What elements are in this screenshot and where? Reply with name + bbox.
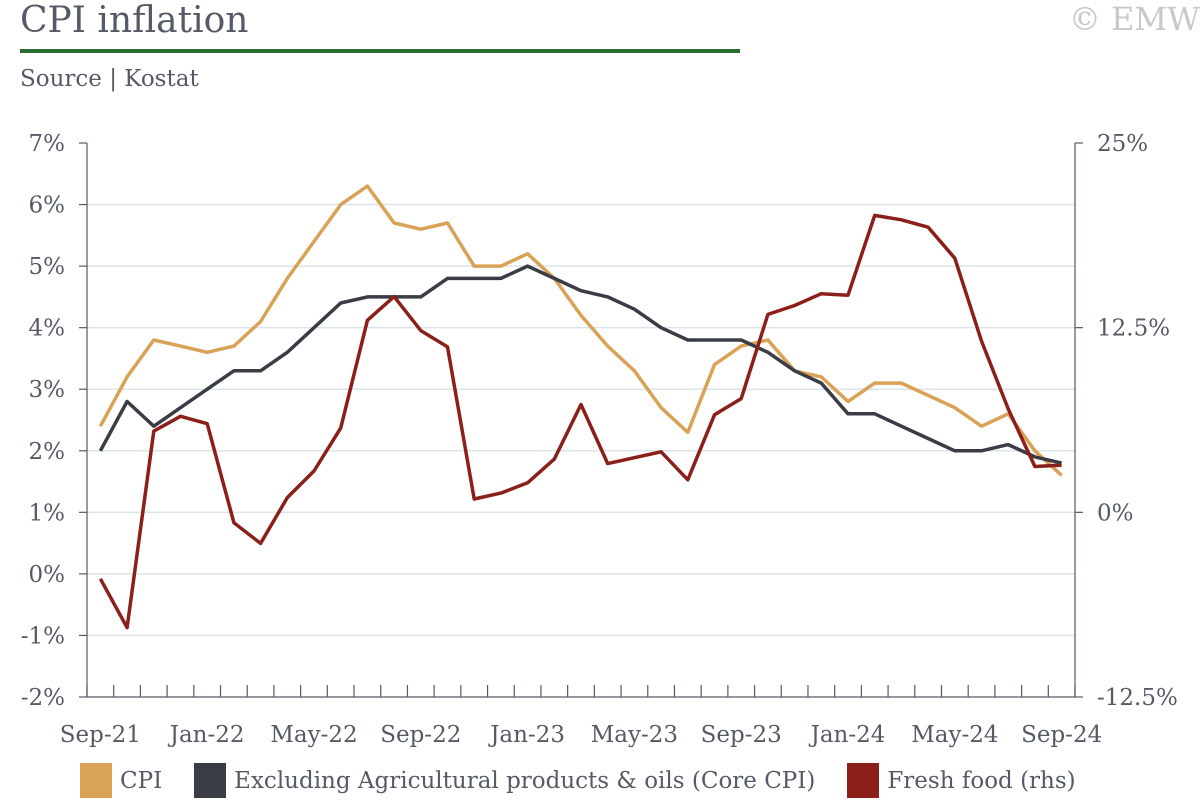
legend-swatch-cpi [80, 763, 112, 798]
x-tick-label: Sep-22 [380, 722, 461, 748]
title-underline [20, 49, 740, 53]
y-left-tick-label: 6% [29, 193, 66, 219]
y-right-tick-label: 25% [1097, 131, 1148, 157]
series-line-cpi [98, 184, 1063, 477]
y-right-tick-label: 0% [1097, 500, 1134, 526]
y-left-tick-label: -1% [21, 623, 65, 649]
x-tick-label: May-23 [591, 722, 678, 748]
x-tick-label: Jan-24 [809, 722, 886, 748]
legend-label-cpi: CPI [120, 767, 163, 794]
legend-item-cpi: CPI [80, 763, 162, 798]
source-label: Source | Kostat [20, 66, 199, 92]
x-tick-label: May-24 [911, 722, 998, 748]
y-left-tick-label: 0% [29, 562, 66, 588]
y-left-tick-label: 2% [29, 439, 66, 465]
y-left-tick-label: -2% [21, 685, 65, 711]
x-tick-label: Sep-23 [701, 722, 782, 748]
legend: CPI Excluding Agricultural products & oi… [80, 763, 1108, 798]
legend-item-core: Excluding Agricultural products & oils (… [194, 763, 815, 798]
y-left-tick-label: 3% [29, 377, 66, 403]
legend-item-fresh: Fresh food (rhs) [847, 763, 1076, 798]
x-tick-label: May-22 [270, 722, 357, 748]
y-left-tick-label: 1% [29, 500, 66, 526]
legend-swatch-core [194, 763, 227, 798]
y-left-tick-label: 4% [29, 316, 66, 342]
series-line-fresh [98, 213, 1062, 630]
x-tick-label: Sep-21 [60, 722, 141, 748]
chart-title: CPI inflation [20, 0, 249, 41]
x-tick-label: Sep-24 [1021, 722, 1102, 748]
legend-swatch-fresh [847, 763, 880, 798]
y-left-tick-label: 7% [29, 131, 66, 157]
y-right-tick-label: 12.5% [1097, 316, 1170, 342]
series-line-core [98, 264, 1062, 465]
y-left-tick-label: 5% [29, 254, 66, 280]
x-tick-label: Jan-22 [168, 722, 245, 748]
x-tick-label: Jan-23 [488, 722, 565, 748]
copyright-watermark: © EMW [1068, 0, 1200, 38]
y-right-tick-label: -12.5% [1097, 685, 1178, 711]
line-chart: 7% 6% 5% 4% 3% 2% 1% 0% -1% -2% 25% 12.5% 0% -12.5% Se… [21, 131, 1178, 748]
legend-label-fresh: Fresh food (rhs) [887, 767, 1076, 794]
legend-label-core: Excluding Agricultural products & oils (… [234, 767, 816, 794]
